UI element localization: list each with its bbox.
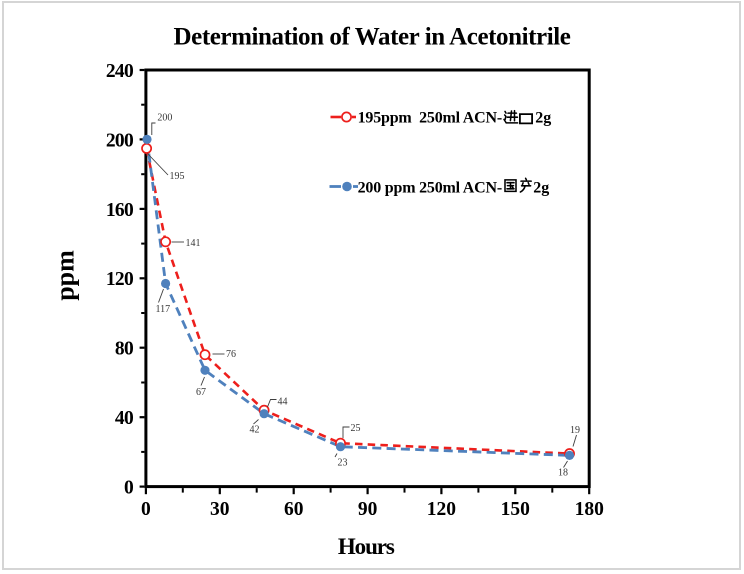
svg-text:2g: 2g <box>535 110 551 127</box>
svg-text:90: 90 <box>358 499 378 520</box>
svg-text:2g: 2g <box>533 179 549 196</box>
svg-text:0: 0 <box>124 478 133 499</box>
svg-text:240: 240 <box>106 61 133 82</box>
svg-text:30: 30 <box>210 499 230 520</box>
svg-text:141: 141 <box>186 238 201 249</box>
svg-text:60: 60 <box>284 499 304 520</box>
svg-text:180: 180 <box>575 499 604 520</box>
svg-text:23: 23 <box>338 458 348 469</box>
svg-text:150: 150 <box>501 499 530 520</box>
svg-text:Determination of Water in Acet: Determination of Water in Acetonitrile <box>174 23 571 50</box>
svg-text:25: 25 <box>351 423 361 434</box>
svg-text:Hours: Hours <box>338 534 395 559</box>
svg-text:80: 80 <box>115 339 133 360</box>
svg-text:42: 42 <box>250 425 260 436</box>
svg-text:120: 120 <box>427 499 456 520</box>
svg-text:0: 0 <box>141 499 151 520</box>
svg-text:160: 160 <box>106 200 133 221</box>
svg-text:18: 18 <box>558 468 568 479</box>
svg-text:44: 44 <box>278 397 288 408</box>
svg-text:120: 120 <box>106 269 133 290</box>
svg-text:ppm: ppm <box>51 250 80 301</box>
svg-text:19: 19 <box>570 425 580 436</box>
svg-text:40: 40 <box>115 408 133 429</box>
svg-text:76: 76 <box>226 349 236 360</box>
svg-text:200: 200 <box>157 113 172 124</box>
svg-text:195ppm 250ml ACN-: 195ppm 250ml ACN- <box>358 110 502 127</box>
svg-text:195: 195 <box>170 171 185 182</box>
svg-text:200: 200 <box>106 130 133 151</box>
svg-text:67: 67 <box>196 387 206 398</box>
svg-text:200 ppm 250ml ACN-: 200 ppm 250ml ACN- <box>358 179 502 196</box>
svg-text:117: 117 <box>156 304 171 315</box>
